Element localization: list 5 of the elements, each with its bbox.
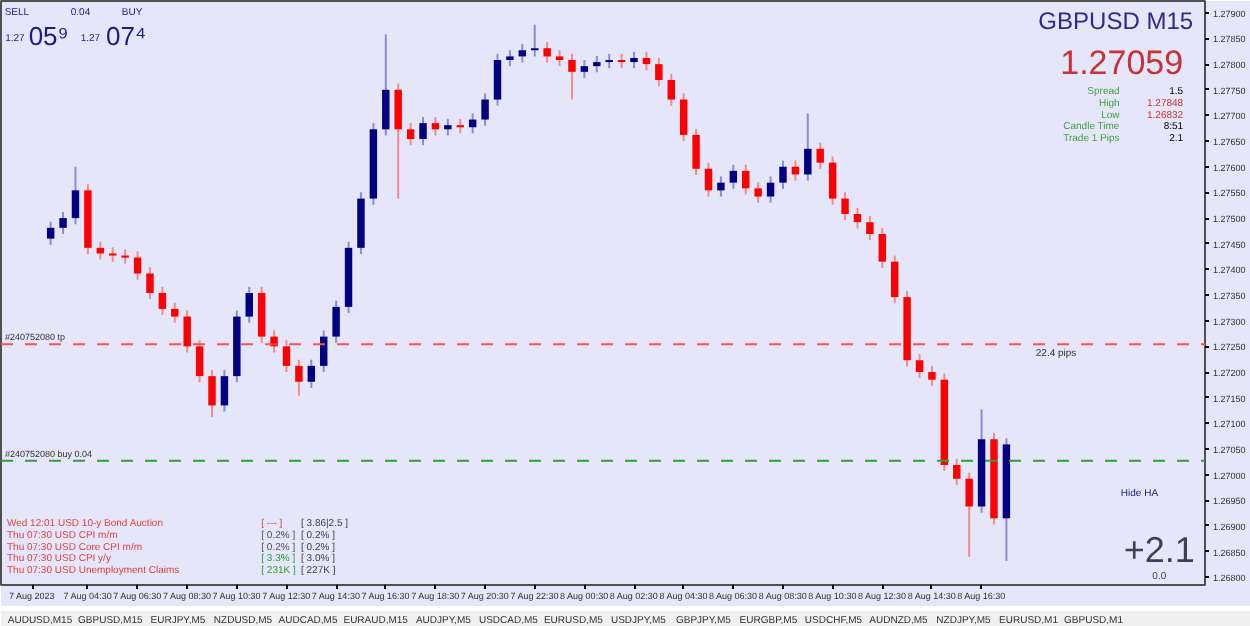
annotation: 07⁴ [106,20,147,51]
annotation: 1.27059 [1060,44,1184,83]
chart-title: GBPUSD M15 [1038,6,1194,35]
annotation: 05⁹ [28,20,69,51]
annotation: +2.1 [1123,529,1195,570]
